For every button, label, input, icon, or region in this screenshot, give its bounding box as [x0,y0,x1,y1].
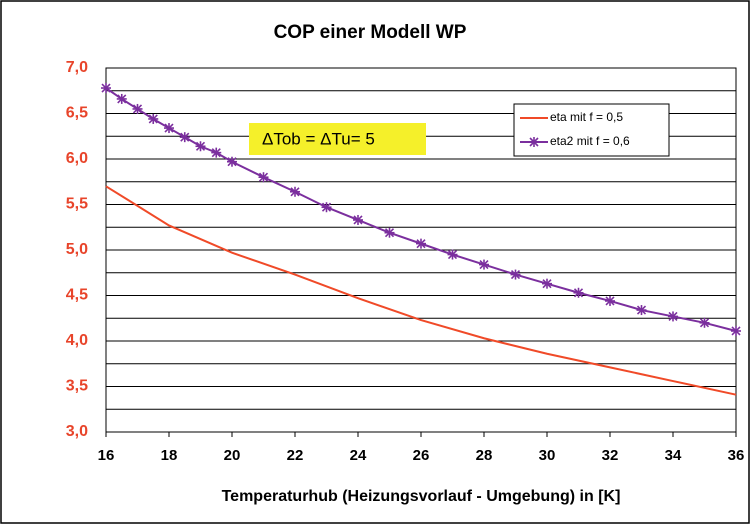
y-tick-label: 3,0 [66,423,88,440]
marker-stroke [668,311,678,321]
marker [542,278,552,289]
marker [164,123,174,134]
marker [195,141,206,152]
marker-stroke [258,172,269,182]
y-tick-label: 4,0 [66,332,88,349]
y-tick-label: 6,0 [66,150,88,167]
marker [227,156,237,167]
marker-stroke [636,305,647,315]
marker [699,317,710,328]
x-tick-label: 32 [602,447,619,464]
marker [116,93,127,104]
x-tick-label: 22 [287,447,304,464]
marker-stroke [529,137,539,147]
marker [148,113,159,124]
marker-stroke [227,157,237,167]
x-tick-label: 34 [665,447,682,464]
marker-stroke [117,94,127,104]
marker [636,305,647,316]
x-tick-label: 20 [224,447,241,464]
marker-stroke [573,288,584,298]
x-tick-label: 16 [98,447,115,464]
x-tick-label: 24 [350,447,367,464]
marker [353,214,363,225]
marker-stroke [542,279,552,289]
marker-stroke [510,270,521,280]
marker-stroke [699,318,710,328]
marker-stroke [416,239,426,249]
marker [416,238,426,249]
marker [179,132,190,143]
marker [573,287,584,298]
y-tick-label: 5,0 [66,241,88,258]
marker-stroke [731,326,741,336]
marker-stroke [447,249,458,260]
x-tick-label: 30 [539,447,556,464]
marker-stroke [321,202,332,212]
x-tick-label: 36 [728,447,745,464]
marker-stroke [101,83,111,93]
marker [668,311,678,322]
y-tick-label: 6,5 [66,105,88,122]
legend-label: eta2 mit f = 0,6 [550,134,630,148]
marker [211,147,222,158]
y-tick-label: 5,5 [66,196,88,213]
x-tick-label: 26 [413,447,430,464]
marker-stroke [353,215,363,225]
marker [258,172,269,183]
marker-stroke [148,114,158,124]
legend-box [513,103,670,157]
marker-stroke [195,141,206,151]
y-tick-label: 3,5 [66,378,88,395]
series-line [105,185,737,396]
marker-stroke [605,296,615,306]
annotation-box [249,123,426,155]
marker [447,249,458,260]
marker-stroke [290,187,300,197]
legend-label: eta mit f = 0,5 [550,110,623,124]
marker [479,259,489,270]
marker-stroke [384,228,395,238]
marker [290,186,300,197]
legend-marker [529,137,539,147]
marker [321,202,332,213]
chart-title: COP einer Modell WP [274,22,467,43]
marker-stroke [132,104,143,114]
marker [510,269,521,280]
y-tick-label: 7,0 [66,59,88,76]
marker [605,295,615,306]
marker [132,103,143,114]
marker-stroke [180,132,190,142]
marker-stroke [479,259,489,270]
marker-stroke [164,123,174,133]
x-tick-label: 18 [161,447,178,464]
marker [384,227,395,238]
x-axis-label: Temperaturhub (Heizungsvorlauf - Umgebun… [222,488,621,505]
y-tick-label: 4,5 [66,287,88,304]
annotation: ΔTob = ΔTu= 5 [262,129,375,148]
marker [101,83,111,94]
marker-stroke [211,148,221,158]
x-tick-label: 28 [476,447,493,464]
marker [731,325,741,336]
